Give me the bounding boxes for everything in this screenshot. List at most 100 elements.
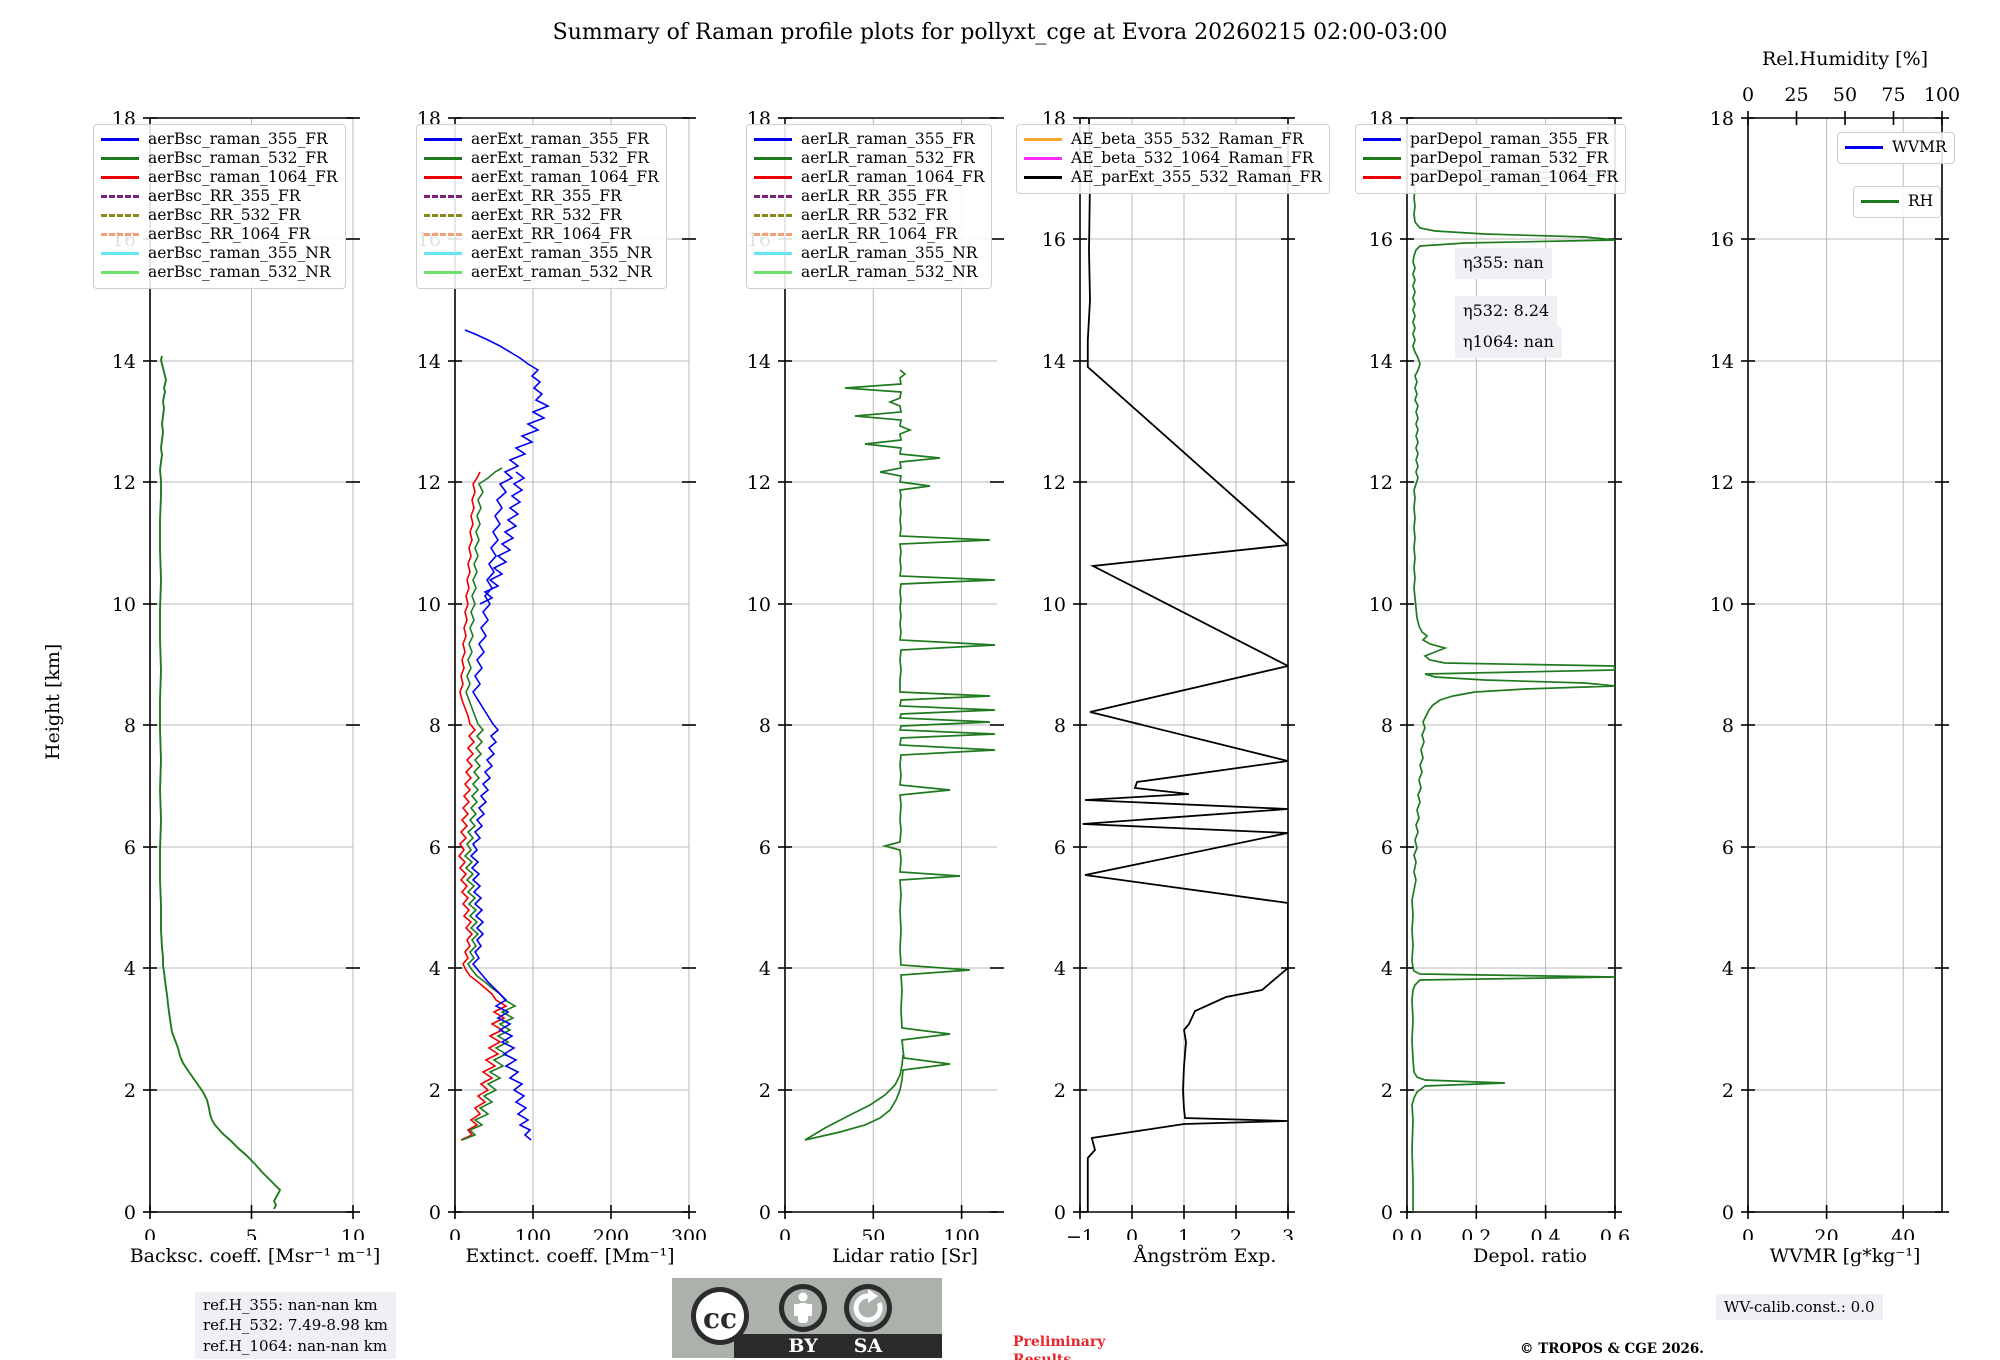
svg-text:300: 300: [671, 1226, 707, 1240]
svg-text:5: 5: [245, 1226, 257, 1240]
svg-text:0: 0: [779, 1226, 791, 1240]
svg-text:4: 4: [759, 958, 771, 980]
legend-rh: RH: [1853, 186, 1942, 218]
angstrom-xlabel: Ångström Exp.: [1133, 1245, 1277, 1267]
ref-height-1064: ref.H_1064: nan-nan km: [203, 1336, 388, 1355]
svg-text:2: 2: [759, 1080, 771, 1102]
wvmr-plot: 0 2 4 6 8 10 12 14 16 18 0 20 40 0 25 50 75 100: [1710, 84, 1960, 1240]
legend-item: aerBsc_RR_1064_FR: [101, 225, 338, 244]
legend-backscatter: aerBsc_raman_355_FR aerBsc_raman_532_FR …: [93, 124, 346, 289]
legend-label: AE_beta_355_532_Raman_FR: [1071, 130, 1304, 149]
wv-calib-value: WV-calib.const.: 0.0: [1724, 1298, 1875, 1316]
legend-label: parDepol_raman_532_FR: [1410, 149, 1609, 168]
svg-text:0.6: 0.6: [1600, 1226, 1630, 1240]
svg-text:1: 1: [1178, 1226, 1190, 1240]
legend-extinction: aerExt_raman_355_FR aerExt_raman_532_FR …: [416, 124, 667, 289]
svg-text:cc: cc: [703, 1302, 737, 1335]
legend-label: aerLR_raman_1064_FR: [801, 168, 985, 187]
svg-text:0: 0: [1054, 1202, 1066, 1224]
svg-text:−1: −1: [1066, 1226, 1094, 1240]
svg-text:14: 14: [1710, 351, 1734, 373]
legend-label: aerExt_RR_1064_FR: [471, 225, 632, 244]
svg-text:2: 2: [1381, 1080, 1393, 1102]
svg-text:8: 8: [429, 715, 441, 737]
legend-item: aerBsc_raman_532_FR: [101, 149, 338, 168]
svg-text:6: 6: [429, 837, 441, 859]
svg-text:0: 0: [1722, 1202, 1734, 1224]
legend-label: aerExt_RR_355_FR: [471, 187, 622, 206]
svg-text:0.2: 0.2: [1461, 1226, 1491, 1240]
preliminary-line-2: Results.: [1013, 1351, 1105, 1360]
svg-text:0: 0: [1126, 1226, 1138, 1240]
legend-depol-ratio: parDepol_raman_355_FR parDepol_raman_532…: [1355, 124, 1627, 194]
legend-item: aerExt_raman_355_NR: [424, 244, 659, 263]
svg-text:100: 100: [1924, 84, 1960, 106]
legend-item: aerExt_raman_532_NR: [424, 263, 659, 282]
legend-item: parDepol_raman_355_FR: [1363, 130, 1618, 149]
legend-label: parDepol_raman_1064_FR: [1410, 168, 1619, 187]
preliminary-line-1: Preliminary: [1013, 1334, 1106, 1350]
wvmr-xlabel: WVMR [g*kg⁻¹]: [1769, 1245, 1921, 1267]
legend-item: aerExt_RR_532_FR: [424, 206, 659, 225]
svg-text:4: 4: [1381, 958, 1393, 980]
legend-label: aerBsc_raman_355_NR: [148, 244, 331, 263]
legend-item: aerBsc_raman_1064_FR: [101, 168, 338, 187]
legend-label: aerBsc_RR_355_FR: [148, 187, 301, 206]
svg-text:2: 2: [124, 1080, 136, 1102]
cc-license-badge[interactable]: cc BY SA: [672, 1278, 942, 1358]
preliminary-results-note: Preliminary Results.: [1013, 1333, 1105, 1360]
svg-text:4: 4: [124, 958, 136, 980]
cc-badge-icon: cc BY SA: [672, 1278, 942, 1358]
eta-532-value: η532: 8.24: [1463, 301, 1550, 320]
legend-item: aerExt_RR_1064_FR: [424, 225, 659, 244]
svg-text:0: 0: [124, 1202, 136, 1224]
legend-item: aerBsc_raman_532_NR: [101, 263, 338, 282]
legend-item: aerExt_raman_355_FR: [424, 130, 659, 149]
svg-text:2: 2: [1722, 1080, 1734, 1102]
legend-label: aerBsc_raman_532_NR: [148, 263, 331, 282]
legend-label: aerLR_raman_355_FR: [801, 130, 975, 149]
backscatter-xlabel: Backsc. coeff. [Msr⁻¹ m⁻¹]: [129, 1245, 381, 1267]
legend-item: aerBsc_RR_532_FR: [101, 206, 338, 225]
legend-label: aerLR_raman_532_FR: [801, 149, 975, 168]
legend-item: AE_parExt_355_532_Raman_FR: [1024, 168, 1322, 187]
legend-label: aerExt_raman_532_NR: [471, 263, 652, 282]
svg-text:8: 8: [759, 715, 771, 737]
legend-item: aerLR_RR_532_FR: [754, 206, 984, 225]
svg-text:12: 12: [1710, 472, 1734, 494]
legend-label: aerExt_raman_1064_FR: [471, 168, 659, 187]
legend-label: RH: [1908, 192, 1934, 211]
legend-label: aerLR_raman_532_NR: [801, 263, 978, 282]
legend-item: RH: [1861, 192, 1933, 211]
svg-text:16: 16: [1710, 229, 1734, 251]
legend-label: aerExt_RR_532_FR: [471, 206, 622, 225]
legend-label: aerLR_RR_532_FR: [801, 206, 948, 225]
svg-text:8: 8: [124, 715, 136, 737]
svg-text:4: 4: [1054, 958, 1066, 980]
svg-text:10: 10: [112, 594, 136, 616]
legend-item: aerLR_raman_532_NR: [754, 263, 984, 282]
rh-top-label: Rel.Humidity [%]: [1761, 48, 1929, 70]
eta-annotation-532: η532: 8.24: [1455, 296, 1558, 327]
legend-item: aerLR_RR_355_FR: [754, 187, 984, 206]
svg-text:6: 6: [759, 837, 771, 859]
cc-by-label: BY: [788, 1335, 818, 1357]
svg-text:0: 0: [449, 1226, 461, 1240]
legend-item: AE_beta_355_532_Raman_FR: [1024, 130, 1322, 149]
svg-text:16: 16: [1042, 229, 1066, 251]
svg-text:0: 0: [144, 1226, 156, 1240]
svg-text:6: 6: [124, 837, 136, 859]
svg-text:8: 8: [1054, 715, 1066, 737]
legend-label: parDepol_raman_355_FR: [1410, 130, 1609, 149]
svg-text:10: 10: [1369, 594, 1393, 616]
legend-item: aerLR_raman_355_NR: [754, 244, 984, 263]
legend-item: AE_beta_532_1064_Raman_FR: [1024, 149, 1322, 168]
svg-text:12: 12: [1042, 472, 1066, 494]
svg-text:3: 3: [1282, 1226, 1294, 1240]
svg-text:8: 8: [1722, 715, 1734, 737]
legend-label: aerExt_raman_355_FR: [471, 130, 649, 149]
legend-wvmr: WVMR: [1837, 132, 1955, 164]
